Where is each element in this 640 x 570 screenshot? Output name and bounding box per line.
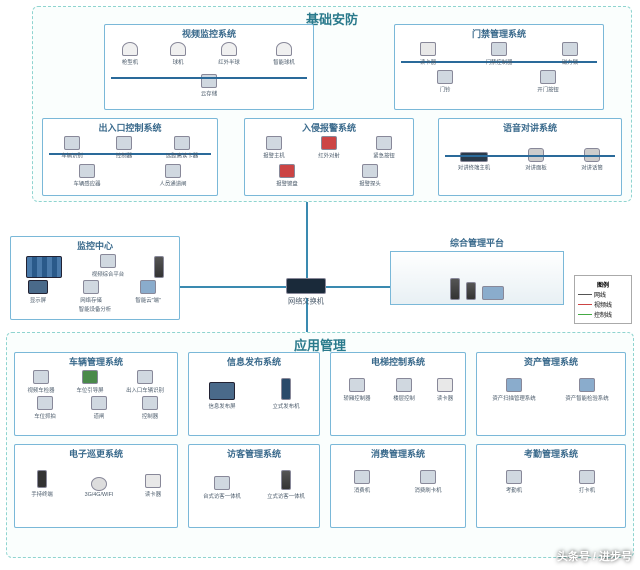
module-alarm: 入侵报警系统 报警主机 红外对射 紧急按钮 报警键盘 报警探头 [244,118,414,196]
module-video: 视频监控系统 枪型机 球机 红外半球 智能球机 云存储 [104,24,314,110]
module-entrance-title: 出入口控制系统 [45,121,215,134]
elev-item-0: 轿厢控制器 [342,378,372,402]
module-parking-title: 车辆管理系统 [17,355,175,368]
alarm-item-3: 报警键盘 [275,164,299,188]
door-item-0: 读卡器 [419,42,437,66]
asset-item-1: 资产智能检验系统 [563,378,611,402]
module-asset-title: 资产管理系统 [479,355,623,368]
platform-server-icon [466,282,476,300]
module-intercom: 语音对讲系统 对讲终端主机 对讲面板 对讲话筒 [438,118,622,196]
module-patrol-title: 电子巡更系统 [17,447,175,460]
module-monitor-center: 监控中心 视频综合平台 显示屏 网络存储 智能云"端" 智能设备分析 [10,236,180,320]
entrance-item-1: 控制器 [115,136,133,160]
mc-item-4: 智能云"端" [134,280,162,304]
module-info-title: 信息发布系统 [191,355,317,368]
intercom-item-2: 对讲话筒 [580,148,604,172]
platform-title: 综合管理平台 [390,236,564,249]
module-visitor-title: 访客管理系统 [191,447,317,460]
alarm-item-4: 报警探头 [358,164,382,188]
legend-row-1: 视频线 [578,300,628,309]
parking-item-3: 车位抓拍 [33,396,57,420]
module-attendance: 考勤管理系统 考勤机 打卡机 [476,444,626,528]
mc-item-1: 显示屏 [28,280,48,304]
module-platform: 综合管理平台 [390,236,564,312]
att-item-1: 打卡机 [578,470,596,494]
module-visitor: 访客管理系统 台式访客一体机 立式访客一体机 [188,444,320,528]
module-elevator-title: 电梯控制系统 [333,355,463,368]
platform-server-icon [450,278,460,300]
visitor-item-1: 立式访客一体机 [265,470,307,500]
mc-item-wall [26,256,62,278]
legend-row-2: 控制线 [578,310,628,319]
line-top-center [306,202,308,278]
info-item-0: 信息发布屏 [207,382,237,410]
alarm-item-2: 紧急按钮 [372,136,396,160]
module-consume: 消费管理系统 消费机 消费刷卡机 [330,444,466,528]
module-info: 信息发布系统 信息发布屏 立式发布机 [188,352,320,436]
asset-item-0: 资产扫描管理系统 [490,378,538,402]
module-patrol: 电子巡更系统 手持终端 3G/4G/WIFI 读卡器 [14,444,178,528]
elev-item-1: 楼层控制 [392,378,416,402]
center-switch-label: 网络交换机 [288,297,324,307]
watermark: 头条号 / 进步号 [557,548,632,564]
module-intercom-title: 语音对讲系统 [441,121,619,134]
door-item-2: 磁力锁 [561,42,579,66]
intercom-item-1: 对讲面板 [524,148,548,172]
elev-item-2: 读卡器 [436,378,454,402]
mc-item-server [154,256,164,278]
consume-item-0: 消费机 [353,470,371,494]
patrol-item-0: 手持终端 [30,470,54,498]
video-item-1: 球机 [170,42,186,66]
parking-item-5: 控制器 [141,396,159,420]
alarm-item-0: 报警主机 [262,136,286,160]
module-asset: 资产管理系统 资产扫描管理系统 资产智能检验系统 [476,352,626,436]
platform-pc-icon [482,286,504,300]
module-door: 门禁管理系统 读卡器 门禁控制器 磁力锁 门铃 开门按钮 [394,24,604,110]
consume-item-1: 消费刷卡机 [413,470,443,494]
module-entrance: 出入口控制系统 车辆识别 控制器 远距离读卡器 车辆感应器 人员通道闸 [42,118,218,196]
video-item-2: 红外半球 [217,42,241,66]
video-item-3: 智能球机 [272,42,296,66]
door-item-4: 开门按钮 [536,70,560,94]
entrance-item-4: 人员通道闸 [158,164,188,188]
module-attendance-title: 考勤管理系统 [479,447,623,460]
legend-row-0: 网线 [578,290,628,299]
module-elevator: 电梯控制系统 轿厢控制器 楼层控制 读卡器 [330,352,466,436]
door-item-3: 门铃 [437,70,453,94]
module-alarm-title: 入侵报警系统 [247,121,411,134]
mc-item-2: 网络存储 [79,280,103,304]
parking-item-4: 道闸 [91,396,107,420]
center-switch: 网络交换机 [286,278,326,307]
video-item-0: 枪型机 [121,42,139,66]
module-door-title: 门禁管理系统 [397,27,601,40]
parking-item-2: 出入口车辆识别 [124,370,166,394]
alarm-item-1: 红外对射 [317,136,341,160]
mc-item-3: 智能设备分析 [77,304,113,313]
switch-icon [286,278,326,294]
legend: 图例 网线 视频线 控制线 [574,275,632,324]
parking-item-1: 车位引导屏 [75,370,105,394]
module-parking: 车辆管理系统 视频车检器 车位引导屏 出入口车辆识别 车位抓拍 道闸 控制器 [14,352,178,436]
patrol-item-1: 3G/4G/WIFI [83,477,115,498]
line-right [326,286,390,288]
entrance-item-2: 远距离读卡器 [164,136,200,160]
att-item-0: 考勤机 [505,470,523,494]
module-video-title: 视频监控系统 [107,27,311,40]
module-consume-title: 消费管理系统 [333,447,463,460]
parking-item-0: 视频车检器 [26,370,56,394]
entrance-item-0: 车辆识别 [60,136,84,160]
line-left [180,286,288,288]
legend-title: 图例 [578,280,628,289]
entrance-item-3: 车辆感应器 [72,164,102,188]
patrol-item-2: 读卡器 [144,474,162,498]
door-item-1: 门禁控制器 [484,42,514,66]
monitor-center-title: 监控中心 [13,239,177,252]
mc-item-0: 视频综合平台 [90,254,126,278]
info-item-1: 立式发布机 [271,378,301,410]
visitor-item-0: 台式访客一体机 [201,476,243,500]
